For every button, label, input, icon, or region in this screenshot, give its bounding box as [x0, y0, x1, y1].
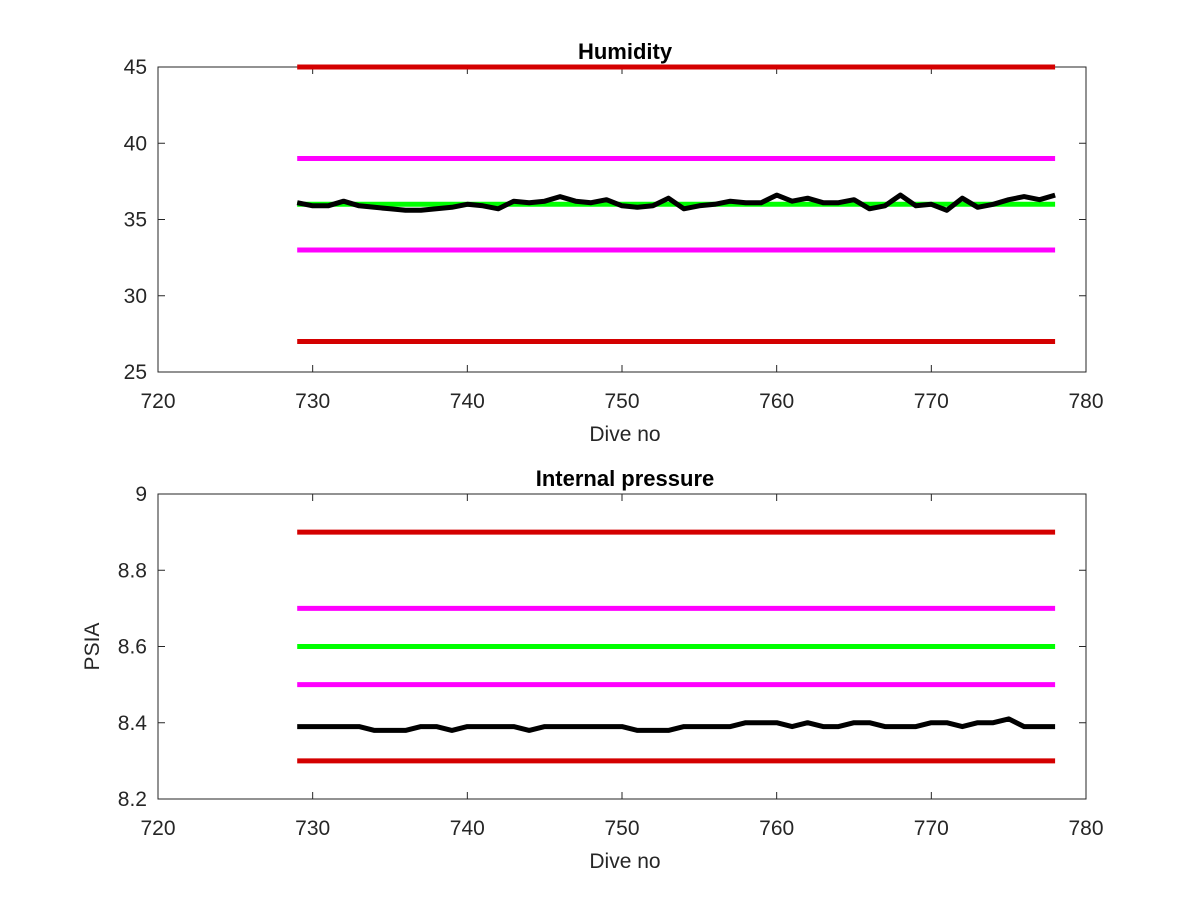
y-tick-label: 45: [124, 56, 147, 79]
x-tick-label: 780: [1068, 817, 1103, 840]
internal-pressure-plot: 720 730 740 750 760 770 780 8.2 8.4 8.6 8.8 9 Intern…: [81, 466, 1104, 873]
y-tick-label: 25: [124, 361, 147, 384]
series-line-5: [296, 192, 1056, 213]
x-tick-label: 740: [450, 817, 485, 840]
chart-title: Internal pressure: [536, 466, 715, 491]
y-tick-label: 40: [124, 132, 147, 155]
y-tick-label: 8.6: [118, 636, 147, 659]
x-tick-label: 750: [604, 817, 639, 840]
y-tick-label: 8.8: [118, 559, 147, 582]
y-axis-label: PSIA: [81, 623, 104, 671]
y-tick-label: 35: [124, 209, 147, 232]
x-tick-label: 750: [604, 390, 639, 413]
x-tick-label: 730: [295, 390, 330, 413]
x-tick-label: 720: [140, 390, 175, 413]
x-tick-label: 730: [295, 817, 330, 840]
humidity-plot: 720 730 740 750 760 770 780 25 30 35 40 45 Humidity D…: [124, 39, 1104, 446]
x-tick-label: 720: [140, 817, 175, 840]
x-tick-label: 780: [1068, 390, 1103, 413]
x-tick-label: 770: [914, 817, 949, 840]
plot-area: [157, 66, 1087, 373]
x-tick-label: 740: [450, 390, 485, 413]
x-tick-label: 770: [914, 390, 949, 413]
x-axis-label: Dive no: [589, 850, 660, 873]
chart-title: Humidity: [578, 39, 673, 64]
y-tick-label: 8.4: [118, 712, 148, 735]
x-tick-label: 760: [759, 390, 794, 413]
y-tick-label: 8.2: [118, 788, 147, 811]
y-tick-label: 30: [124, 285, 147, 308]
y-tick-label: 9: [135, 483, 147, 506]
x-axis-label: Dive no: [589, 423, 660, 446]
x-tick-label: 760: [759, 817, 794, 840]
series-line-5: [297, 716, 1056, 733]
